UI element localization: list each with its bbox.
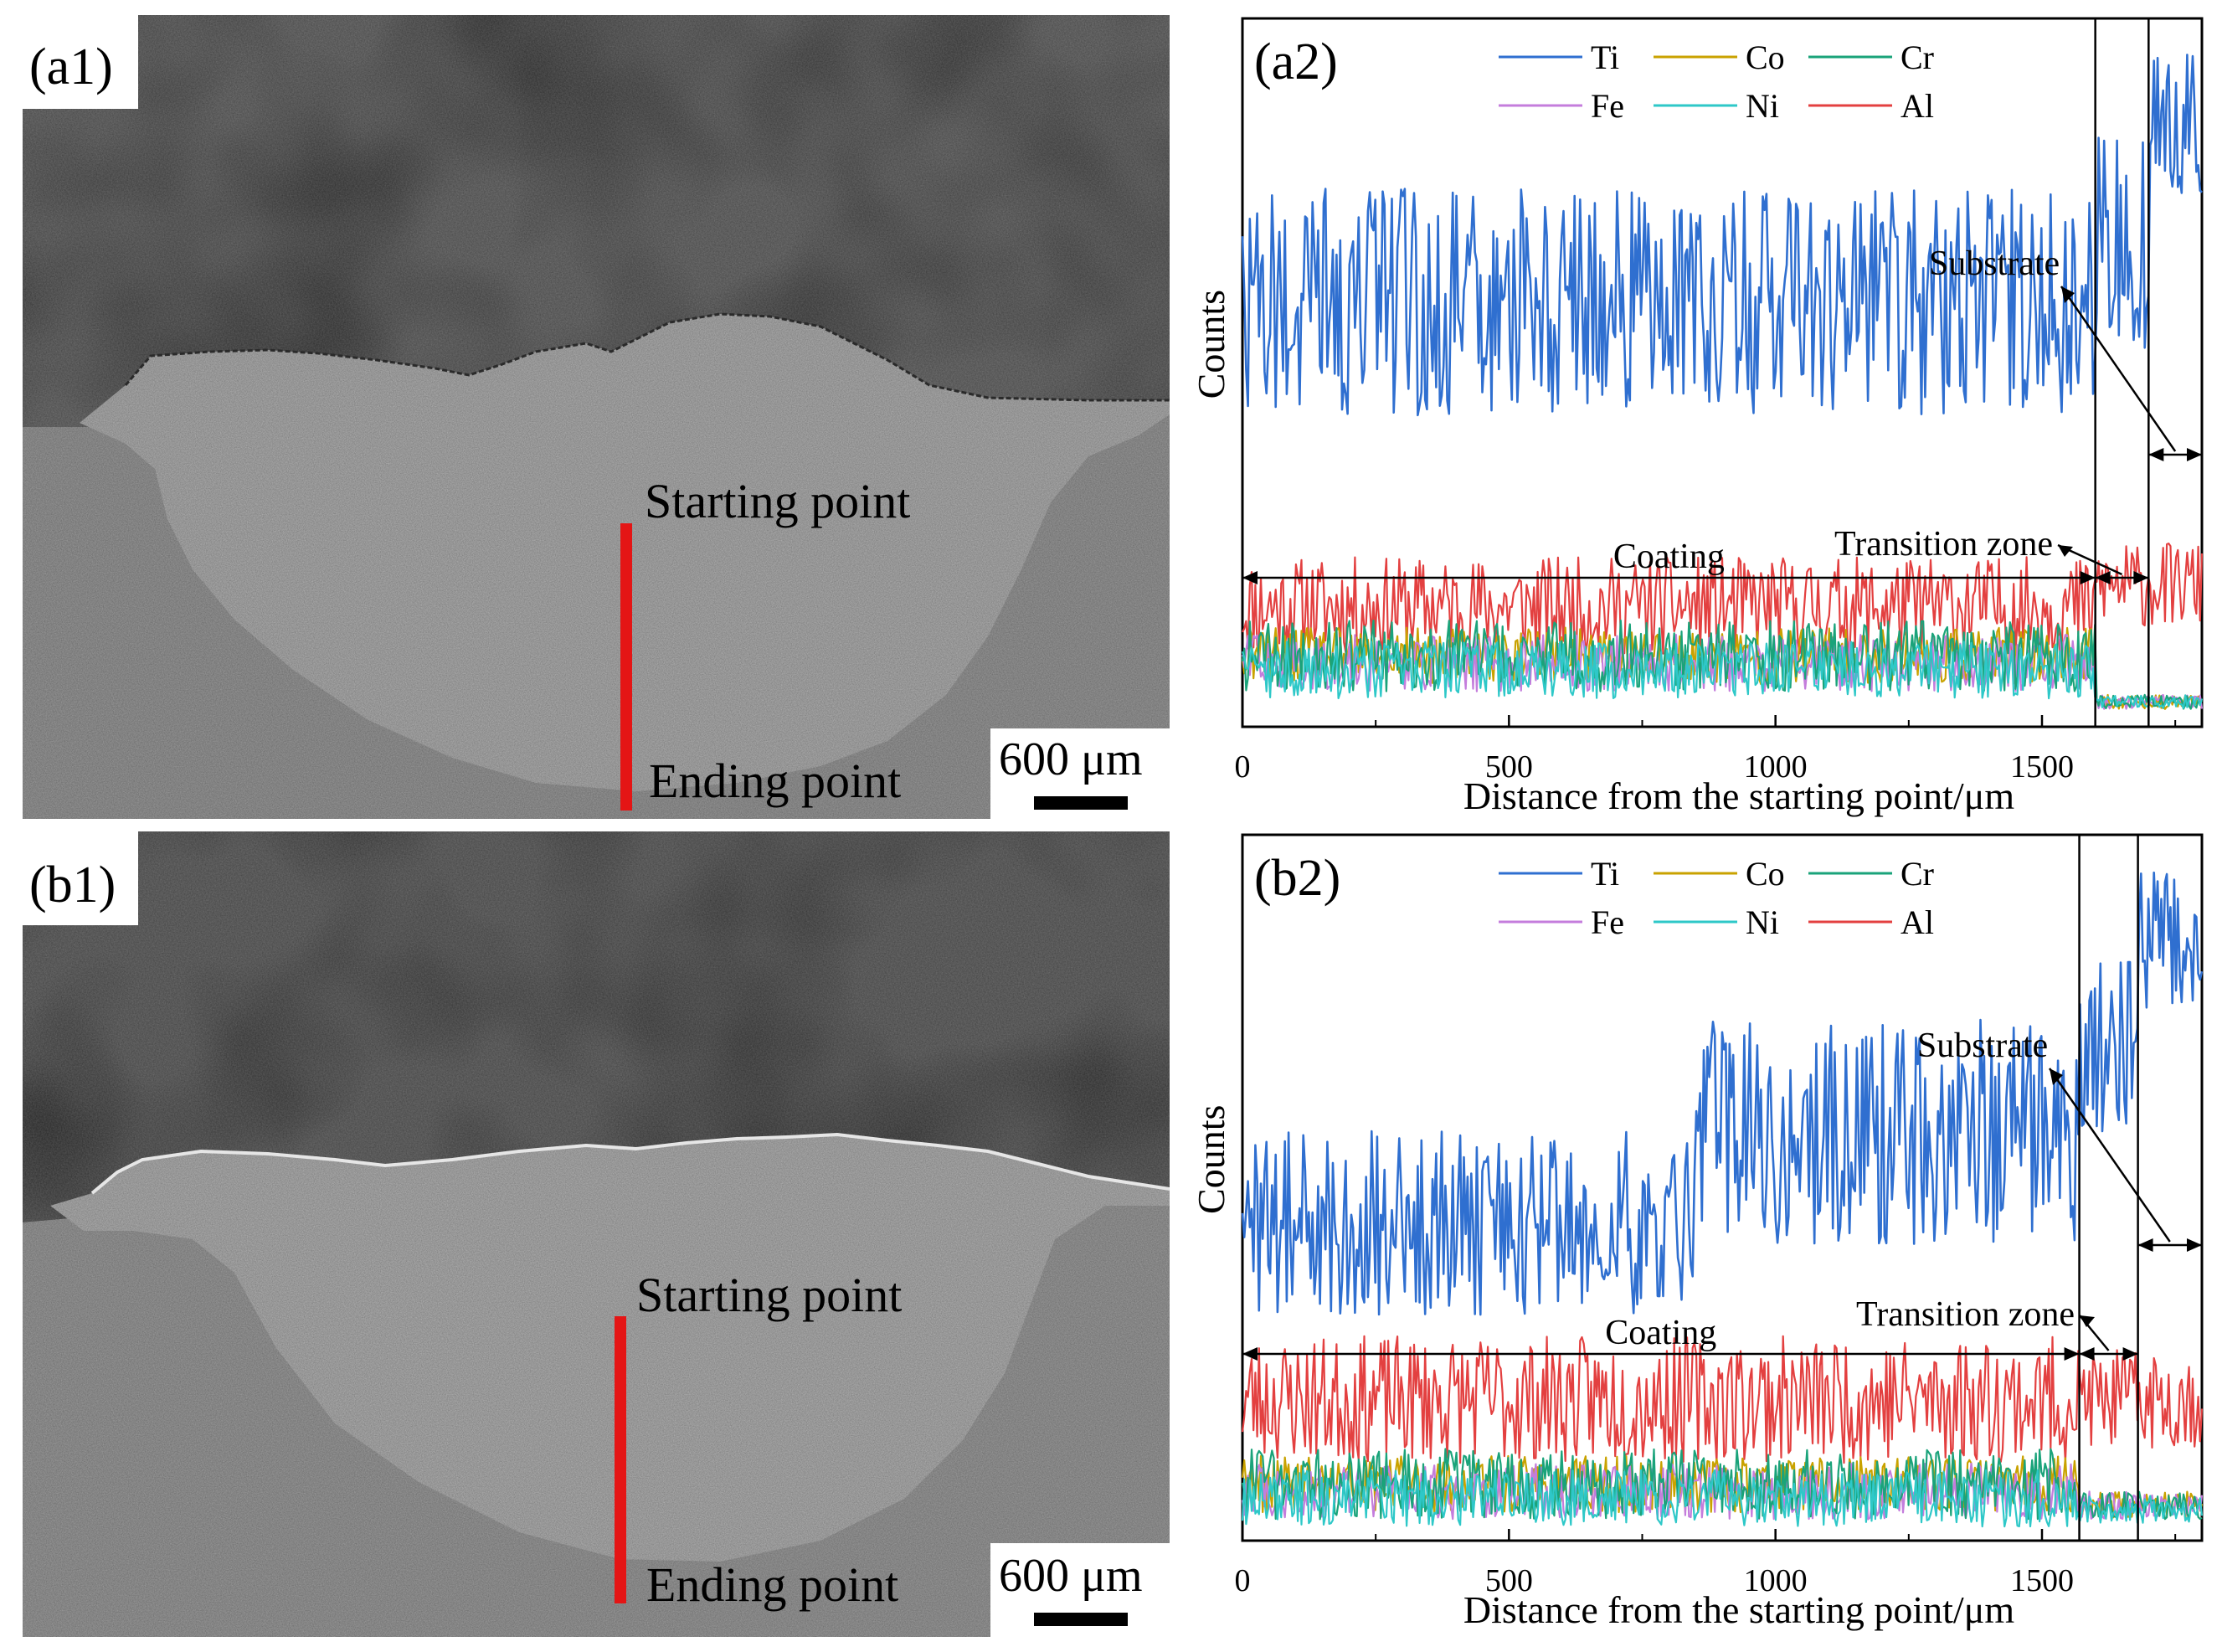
label-box-a1	[23, 15, 138, 109]
transition-arrow-head-left	[2079, 1347, 2095, 1361]
ending-point-label-a1: Ending point	[649, 754, 901, 808]
substrate-leader-head	[2050, 1068, 2063, 1085]
legend-label-ti: Ti	[1591, 39, 1619, 76]
substrate-label: Substrate	[1929, 244, 2060, 283]
legend-label-ni: Ni	[1746, 87, 1779, 125]
legend-label-al: Al	[1901, 87, 1934, 125]
substrate-leader	[2060, 286, 2177, 452]
coating-arrow-head-right	[2080, 571, 2096, 584]
series-line-ni	[1241, 1469, 2204, 1528]
legend-label-co: Co	[1746, 855, 1785, 893]
legend-label-cr: Cr	[1901, 39, 1934, 76]
transition-leader-head	[2058, 545, 2073, 557]
legend-label-fe: Fe	[1591, 87, 1624, 125]
transition-zone-label: Transition zone	[1834, 525, 2053, 564]
ending-point-label-b1: Ending point	[646, 1557, 898, 1612]
plot-frame	[1241, 17, 2204, 728]
series-line-ni	[1241, 641, 2204, 709]
label-box-b1	[23, 831, 138, 925]
legend-label-al: Al	[1901, 903, 1934, 941]
x-tick-label: 500	[1485, 749, 1533, 785]
transition-zone-label: Transition zone	[1856, 1295, 2075, 1334]
x-tick-label: 0	[1235, 749, 1251, 785]
panel-label-b1: (b1)	[29, 857, 116, 913]
y-axis-label: Counts	[1190, 1105, 1232, 1214]
legend-label-ti: Ti	[1591, 855, 1619, 893]
transition-arrow-head-right	[2133, 571, 2149, 584]
y-axis-label: Counts	[1190, 290, 1232, 399]
coating-arrow-head-right	[2064, 1347, 2080, 1361]
coating-arrow-head-left	[1242, 571, 1258, 584]
starting-point-label-a1: Starting point	[645, 474, 910, 528]
substrate-arrow-head-left	[2137, 1238, 2153, 1252]
legend-label-co: Co	[1746, 39, 1785, 76]
x-tick-label: 1000	[1744, 749, 1808, 785]
substrate-leader	[2048, 1068, 2171, 1243]
x-axis-label: Distance from the starting point/μm	[1463, 775, 2015, 817]
scale-text-b1: 600 μm	[999, 1550, 1143, 1602]
sem-image-b1	[23, 831, 1170, 1637]
scale-bar-b1	[1034, 1613, 1128, 1626]
scale-bar-a1	[1034, 796, 1128, 810]
coating-label: Coating	[1605, 1314, 1716, 1352]
x-tick-label: 1500	[2010, 749, 2074, 785]
transition-arrow-head-right	[2122, 1347, 2138, 1361]
substrate-leader-head	[2061, 286, 2075, 303]
x-axis-label: Distance from the starting point/μm	[1463, 1588, 2015, 1631]
series-line-al	[1242, 543, 2204, 657]
series-line-ti	[1241, 871, 2204, 1316]
coating-label: Coating	[1613, 538, 1725, 576]
series-line-al	[1241, 1335, 2204, 1464]
coating-arrow-head-left	[1242, 1347, 1258, 1361]
transition-arrow-head-left	[2095, 571, 2111, 584]
x-tick-label: 500	[1485, 1563, 1533, 1598]
series-line-ti	[1241, 54, 2203, 417]
substrate-arrow-head-right	[2187, 1238, 2202, 1252]
transition-leader-head	[2080, 1315, 2095, 1327]
legend-label-ni: Ni	[1746, 903, 1779, 941]
x-tick-label: 1500	[2010, 1563, 2074, 1598]
substrate-label: Substrate	[1917, 1027, 2048, 1065]
panel-label: (b2)	[1254, 850, 1340, 907]
starting-point-label-b1: Starting point	[636, 1268, 902, 1322]
panel-label-a1: (a1)	[29, 39, 113, 95]
legend-label-fe: Fe	[1591, 903, 1624, 941]
series-line-cr	[1241, 1448, 2203, 1521]
panel-label: (a2)	[1254, 33, 1338, 90]
x-tick-label: 1000	[1744, 1563, 1808, 1598]
substrate-arrow-head-right	[2187, 448, 2202, 461]
scale-text-a1: 600 μm	[999, 733, 1143, 785]
substrate-arrow-head-left	[2148, 448, 2164, 461]
x-tick-label: 0	[1235, 1563, 1251, 1598]
legend-label-cr: Cr	[1901, 855, 1934, 893]
sem-image-a1	[23, 15, 1170, 819]
